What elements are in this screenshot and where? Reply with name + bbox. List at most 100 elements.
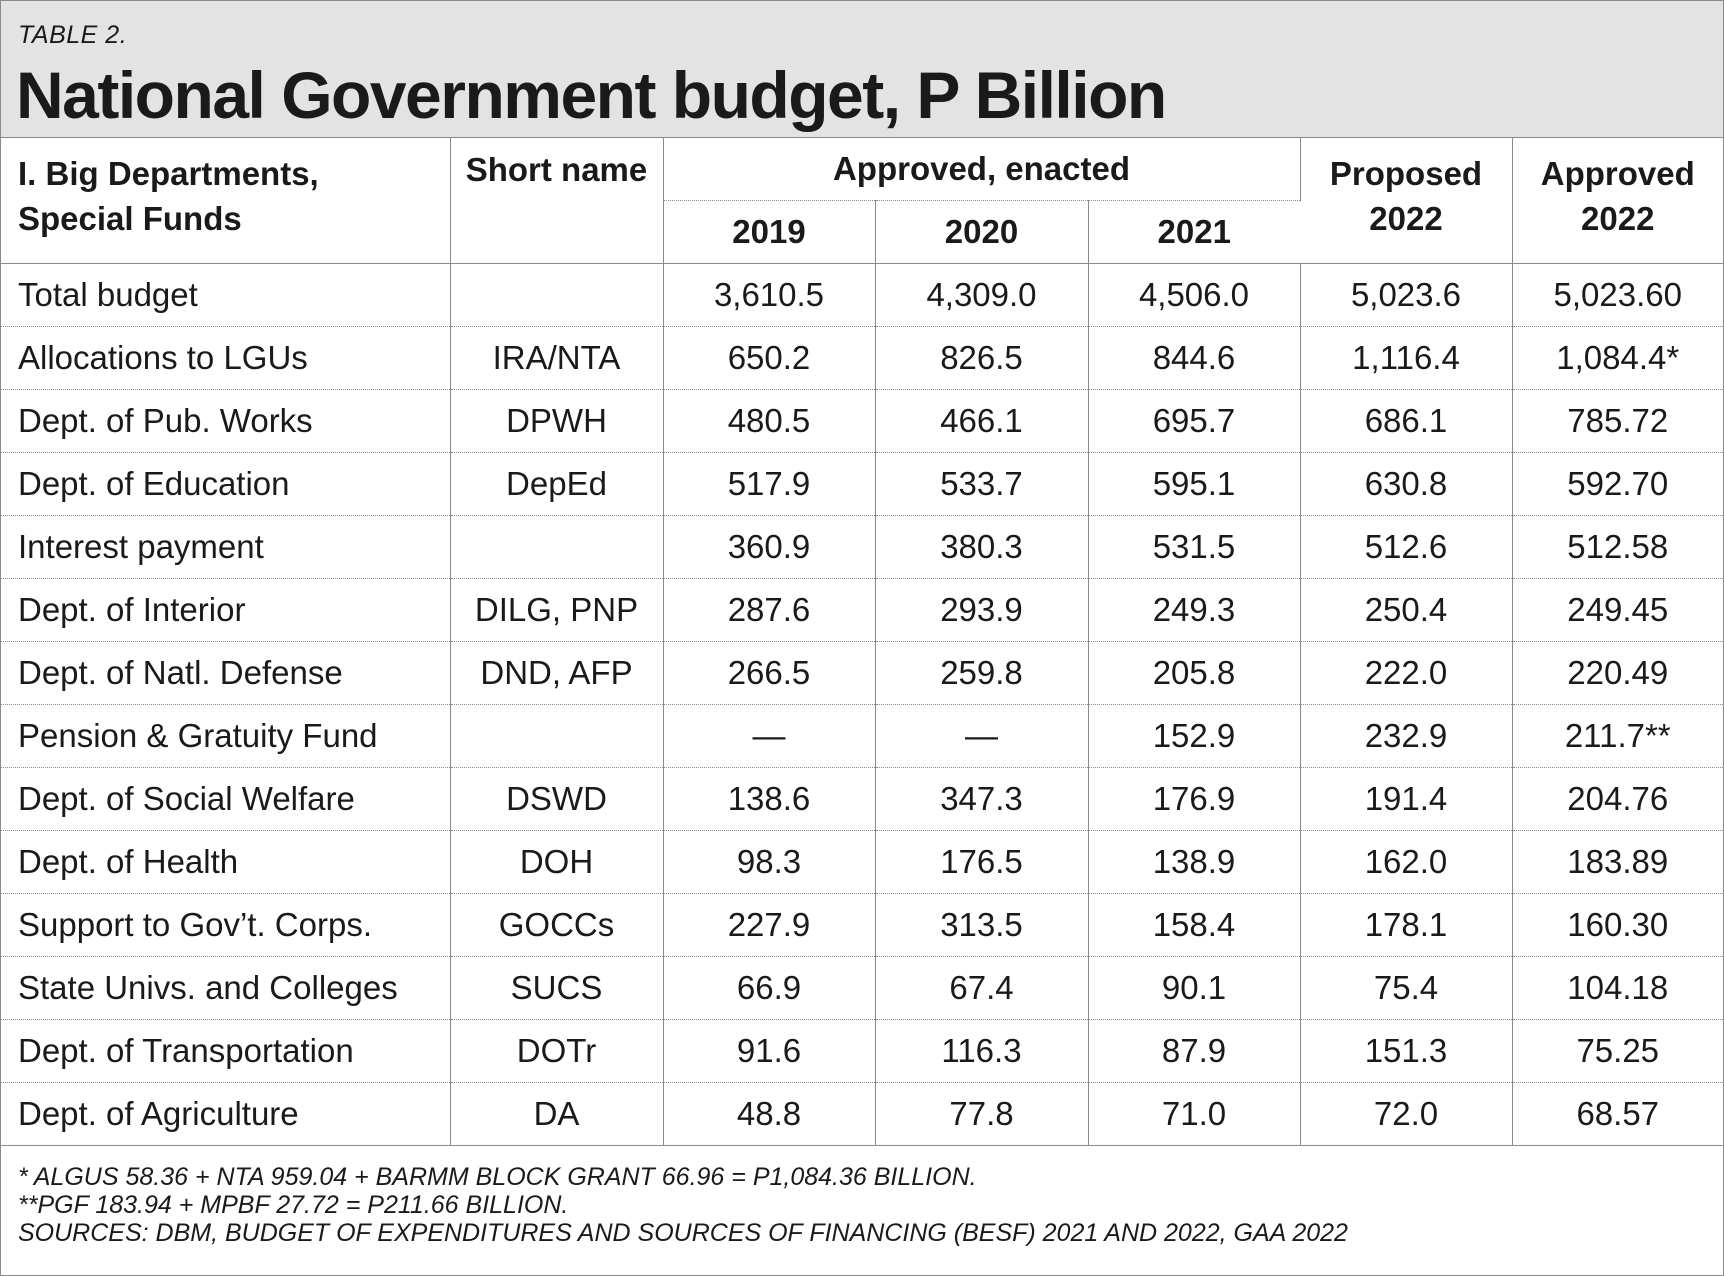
cell-approved-2022: 204.76 bbox=[1512, 767, 1723, 831]
table-number-label: TABLE 2. bbox=[18, 21, 128, 49]
cell-2021: 90.1 bbox=[1088, 956, 1301, 1020]
cell-short-name: DPWH bbox=[450, 389, 664, 453]
column-header-department-line2: Special Funds bbox=[18, 200, 242, 237]
cell-2019: 138.6 bbox=[663, 767, 876, 831]
cell-2020: 313.5 bbox=[875, 893, 1089, 957]
cell-2019: 3,610.5 bbox=[663, 263, 876, 327]
cell-short-name: DOTr bbox=[450, 1019, 664, 1083]
table-row: Support to Gov’t. Corps. GOCCs 227.9 313.5 1… bbox=[1, 893, 1723, 957]
footnotes: * ALGUS 58.36 + NTA 959.04 + BARMM BLOCK… bbox=[18, 1163, 1348, 1247]
cell-2021: 71.0 bbox=[1088, 1082, 1301, 1146]
cell-approved-2022: 249.45 bbox=[1512, 578, 1723, 642]
cell-proposed-2022: 75.4 bbox=[1300, 956, 1513, 1020]
cell-2021: 531.5 bbox=[1088, 515, 1301, 579]
cell-approved-2022: 785.72 bbox=[1512, 389, 1723, 453]
cell-department: Dept. of Interior bbox=[1, 578, 451, 642]
cell-2021: 158.4 bbox=[1088, 893, 1301, 957]
cell-2021: 595.1 bbox=[1088, 452, 1301, 516]
cell-department: Interest payment bbox=[1, 515, 451, 579]
cell-2019: 266.5 bbox=[663, 641, 876, 705]
cell-2019: 98.3 bbox=[663, 830, 876, 894]
cell-short-name: DA bbox=[450, 1082, 664, 1146]
cell-2020: 826.5 bbox=[875, 326, 1089, 390]
cell-department: Total budget bbox=[1, 263, 451, 327]
table-row: Dept. of Interior DILG, PNP 287.6 293.9 249.… bbox=[1, 578, 1723, 642]
cell-department: Allocations to LGUs bbox=[1, 326, 451, 390]
cell-approved-2022: 5,023.60 bbox=[1512, 263, 1723, 327]
table-row: Dept. of Education DepEd 517.9 533.7 595.1 63… bbox=[1, 452, 1723, 516]
column-header-approved-line1: Approved bbox=[1540, 155, 1695, 192]
cell-2019: 480.5 bbox=[663, 389, 876, 453]
cell-proposed-2022: 222.0 bbox=[1300, 641, 1513, 705]
cell-short-name: GOCCs bbox=[450, 893, 664, 957]
cell-proposed-2022: 232.9 bbox=[1300, 704, 1513, 768]
cell-2020: 466.1 bbox=[875, 389, 1089, 453]
cell-short-name: DSWD bbox=[450, 767, 664, 831]
cell-2021: 205.8 bbox=[1088, 641, 1301, 705]
column-header-2019: 2019 bbox=[663, 200, 876, 264]
cell-proposed-2022: 5,023.6 bbox=[1300, 263, 1513, 327]
column-header-approved-line2: 2022 bbox=[1581, 200, 1655, 237]
cell-2021: 176.9 bbox=[1088, 767, 1301, 831]
cell-2021: 87.9 bbox=[1088, 1019, 1301, 1083]
cell-2021: 844.6 bbox=[1088, 326, 1301, 390]
cell-approved-2022: 220.49 bbox=[1512, 641, 1723, 705]
footnote-sources: SOURCES: DBM, BUDGET OF EXPENDITURES AND… bbox=[18, 1219, 1348, 1247]
table-row: Dept. of Transportation DOTr 91.6 116.3 87.9… bbox=[1, 1019, 1723, 1083]
cell-department: Dept. of Agriculture bbox=[1, 1082, 451, 1146]
footnote-double-asterisk: **PGF 183.94 + MPBF 27.72 = P211.66 BILL… bbox=[18, 1191, 569, 1219]
cell-short-name: DND, AFP bbox=[450, 641, 664, 705]
cell-proposed-2022: 72.0 bbox=[1300, 1082, 1513, 1146]
column-header-2021: 2021 bbox=[1088, 200, 1300, 264]
cell-2020: 347.3 bbox=[875, 767, 1089, 831]
cell-2019: — bbox=[663, 704, 876, 768]
cell-2020: 67.4 bbox=[875, 956, 1089, 1020]
cell-short-name bbox=[450, 704, 664, 768]
column-header-approved-2022: Approved 2022 bbox=[1512, 137, 1723, 264]
cell-proposed-2022: 686.1 bbox=[1300, 389, 1513, 453]
cell-short-name bbox=[450, 515, 664, 579]
cell-2020: 4,309.0 bbox=[875, 263, 1089, 327]
table-row: Total budget 3,610.5 4,309.0 4,506.0 5,023.6… bbox=[1, 263, 1723, 327]
cell-approved-2022: 75.25 bbox=[1512, 1019, 1723, 1083]
cell-proposed-2022: 1,116.4 bbox=[1300, 326, 1513, 390]
cell-2020: 259.8 bbox=[875, 641, 1089, 705]
cell-approved-2022: 160.30 bbox=[1512, 893, 1723, 957]
cell-2021: 138.9 bbox=[1088, 830, 1301, 894]
cell-approved-2022: 592.70 bbox=[1512, 452, 1723, 516]
cell-2021: 152.9 bbox=[1088, 704, 1301, 768]
cell-proposed-2022: 512.6 bbox=[1300, 515, 1513, 579]
column-header-department: I. Big Departments, Special Funds bbox=[1, 137, 451, 264]
column-header-short-name: Short name bbox=[450, 137, 664, 264]
column-header-2020: 2020 bbox=[875, 200, 1089, 264]
cell-2020: 77.8 bbox=[875, 1082, 1089, 1146]
table-title: National Government budget, P Billion bbox=[16, 58, 1167, 132]
cell-approved-2022: 104.18 bbox=[1512, 956, 1723, 1020]
cell-department: Dept. of Social Welfare bbox=[1, 767, 451, 831]
table-row: Dept. of Pub. Works DPWH 480.5 466.1 695.7 68… bbox=[1, 389, 1723, 453]
column-group-approved-enacted: Approved, enacted bbox=[663, 137, 1301, 201]
cell-department: Dept. of Transportation bbox=[1, 1019, 451, 1083]
cell-2019: 91.6 bbox=[663, 1019, 876, 1083]
cell-department: Support to Gov’t. Corps. bbox=[1, 893, 451, 957]
cell-2019: 517.9 bbox=[663, 452, 876, 516]
cell-2021: 695.7 bbox=[1088, 389, 1301, 453]
column-header-proposed-2022: Proposed 2022 bbox=[1300, 137, 1513, 264]
cell-2021: 249.3 bbox=[1088, 578, 1301, 642]
cell-proposed-2022: 151.3 bbox=[1300, 1019, 1513, 1083]
cell-proposed-2022: 630.8 bbox=[1300, 452, 1513, 516]
cell-2019: 287.6 bbox=[663, 578, 876, 642]
cell-short-name: SUCS bbox=[450, 956, 664, 1020]
cell-2021: 4,506.0 bbox=[1088, 263, 1301, 327]
cell-2020: — bbox=[875, 704, 1089, 768]
header-row-years: 2019 2020 2021 bbox=[1, 200, 1723, 264]
cell-short-name: DOH bbox=[450, 830, 664, 894]
cell-short-name: DepEd bbox=[450, 452, 664, 516]
cell-proposed-2022: 250.4 bbox=[1300, 578, 1513, 642]
cell-proposed-2022: 162.0 bbox=[1300, 830, 1513, 894]
cell-2019: 227.9 bbox=[663, 893, 876, 957]
table-row: Dept. of Agriculture DA 48.8 77.8 71.0 72.0 68… bbox=[1, 1082, 1723, 1146]
header-row: I. Big Departments, Special Funds Short … bbox=[1, 137, 1723, 264]
table-row: Dept. of Social Welfare DSWD 138.6 347.3 176… bbox=[1, 767, 1723, 831]
